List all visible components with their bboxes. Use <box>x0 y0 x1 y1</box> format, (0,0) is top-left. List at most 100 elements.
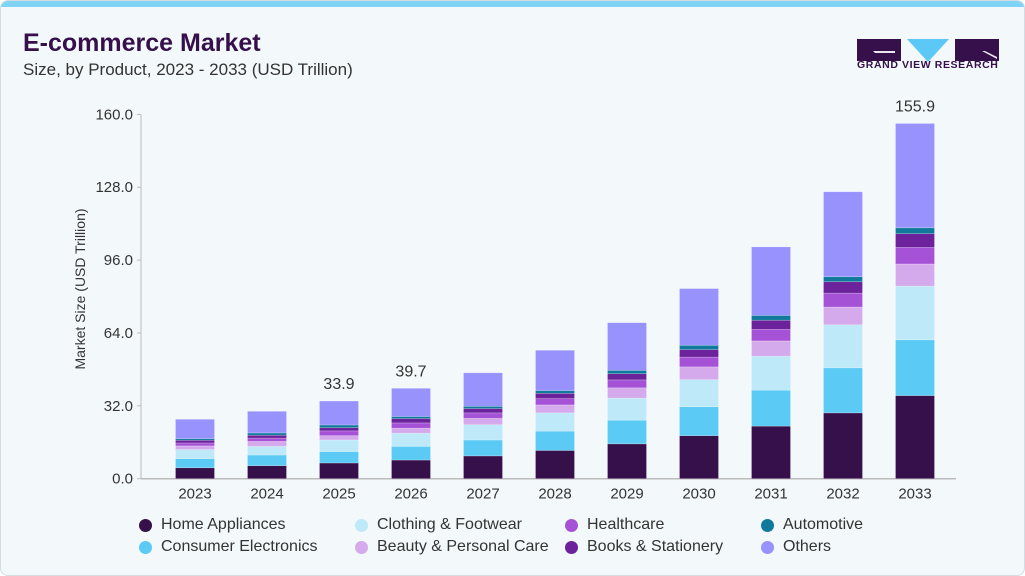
legend-swatch-icon <box>565 518 578 532</box>
bar-segment-books-stationery-2030 <box>679 349 719 358</box>
bar-segment-consumer-electronics-2026 <box>391 446 431 461</box>
bar-segment-home-appliances-2030 <box>679 435 719 480</box>
bar-segment-clothing-footwear-2028 <box>535 412 575 432</box>
bar-segment-healthcare-2025 <box>319 430 359 436</box>
bar-segment-consumer-electronics-2027 <box>463 439 503 457</box>
y-tick-label: 64.0 <box>104 325 133 342</box>
legend-item: Automotive <box>761 516 921 534</box>
bar-segment-beauty-personal-care-2026 <box>391 427 431 434</box>
bar-segment-books-stationery-2026 <box>391 418 431 424</box>
legend-item: Books & Stationery <box>565 538 761 556</box>
legend-swatch-icon <box>761 540 774 554</box>
bar-segment-consumer-electronics-2033 <box>895 339 935 396</box>
bar-segment-home-appliances-2027 <box>463 455 503 479</box>
bar-segment-healthcare-2027 <box>463 412 503 419</box>
bar-segment-home-appliances-2025 <box>319 462 359 480</box>
legend-item: Clothing & Footwear <box>355 516 565 534</box>
x-tick-label: 2031 <box>754 486 787 503</box>
bar-segment-automotive-2032 <box>823 276 863 283</box>
legend-swatch-icon <box>761 518 774 532</box>
y-tick-label: 96.0 <box>104 252 133 269</box>
legend-label: Home Appliances <box>161 516 286 533</box>
legend-label: Beauty & Personal Care <box>377 538 549 555</box>
bar-segment-clothing-footwear-2031 <box>751 355 791 391</box>
bar-segment-others-2033 <box>895 123 935 229</box>
x-tick-label: 2025 <box>322 486 355 503</box>
bar-segment-home-appliances-2029 <box>607 443 647 480</box>
x-tick-label: 2023 <box>178 486 211 503</box>
bar-segment-healthcare-2032 <box>823 292 863 308</box>
y-tick-label: 128.0 <box>95 179 133 196</box>
x-tick-label: 2032 <box>826 486 859 503</box>
bar-segment-clothing-footwear-2024 <box>247 446 287 456</box>
bar-segment-books-stationery-2033 <box>895 233 935 248</box>
logo-text: GRAND VIEW RESEARCH <box>857 59 999 71</box>
bar-segment-automotive-2026 <box>391 416 431 419</box>
bar-segment-home-appliances-2032 <box>823 412 863 480</box>
bar-segment-healthcare-2033 <box>895 247 935 265</box>
legend-swatch-icon <box>355 540 368 554</box>
legend-label: Others <box>783 538 832 555</box>
grand-view-research-logo <box>857 39 999 62</box>
bar-segment-consumer-electronics-2032 <box>823 367 863 414</box>
bar-segment-clothing-footwear-2033 <box>895 285 935 341</box>
bar-segment-healthcare-2029 <box>607 379 647 389</box>
bar-segment-books-stationery-2032 <box>823 281 863 294</box>
y-tick-label: 160.0 <box>95 106 133 123</box>
bar-segment-beauty-personal-care-2025 <box>319 435 359 441</box>
legend-label: Consumer Electronics <box>161 538 318 555</box>
bar-segment-automotive-2030 <box>679 344 719 350</box>
legend-item: Healthcare <box>565 516 761 534</box>
legend-swatch-icon <box>139 540 152 554</box>
bar-segment-home-appliances-2026 <box>391 459 431 479</box>
bar-segment-others-2026 <box>391 388 431 417</box>
bar-segment-clothing-footwear-2030 <box>679 379 719 408</box>
bar-segment-others-2029 <box>607 322 647 371</box>
bar-segment-clothing-footwear-2029 <box>607 397 647 421</box>
y-tick-label: 32.0 <box>104 398 133 415</box>
bar-segment-consumer-electronics-2024 <box>247 454 287 467</box>
bar-segment-beauty-personal-care-2028 <box>535 404 575 414</box>
chart-title: E-commerce Market <box>23 29 261 57</box>
x-tick-label: 2029 <box>610 486 643 503</box>
bar-segment-clothing-footwear-2032 <box>823 324 863 369</box>
bar-segment-beauty-personal-care-2024 <box>247 441 287 447</box>
legend-swatch-icon <box>355 518 368 532</box>
bar-segment-beauty-personal-care-2030 <box>679 366 719 380</box>
bar-segment-others-2027 <box>463 372 503 407</box>
bar-segment-beauty-personal-care-2032 <box>823 306 863 326</box>
bar-segment-beauty-personal-care-2033 <box>895 263 935 287</box>
bar-segment-others-2025 <box>319 400 359 426</box>
legend-item: Consumer Electronics <box>139 538 355 556</box>
legend-label: Clothing & Footwear <box>377 516 522 533</box>
bar-segment-others-2028 <box>535 349 575 391</box>
bar-segment-home-appliances-2031 <box>751 425 791 479</box>
bar-segment-clothing-footwear-2023 <box>175 449 215 459</box>
data-label-2033: 155.9 <box>895 98 935 115</box>
bar-segment-automotive-2029 <box>607 370 647 375</box>
legend-item: Home Appliances <box>139 516 355 534</box>
bar-segment-others-2030 <box>679 288 719 346</box>
bar-segment-books-stationery-2023 <box>175 439 215 444</box>
y-axis-label: Market Size (USD Trillion) <box>72 208 88 369</box>
bar-segment-books-stationery-2024 <box>247 434 287 439</box>
x-tick-label: 2033 <box>898 486 931 503</box>
x-tick-label: 2027 <box>466 486 499 503</box>
top-accent-stripe <box>1 1 1024 7</box>
bar-segment-automotive-2033 <box>895 227 935 234</box>
bar-segment-clothing-footwear-2026 <box>391 432 431 447</box>
bar-segment-automotive-2024 <box>247 432 287 436</box>
legend-item: Others <box>761 538 921 556</box>
bar-segment-books-stationery-2025 <box>319 427 359 432</box>
x-tick-label: 2024 <box>250 486 283 503</box>
bar-segment-automotive-2025 <box>319 424 359 428</box>
bar-segment-healthcare-2031 <box>751 329 791 342</box>
bar-segment-healthcare-2028 <box>535 398 575 406</box>
legend-label: Healthcare <box>587 516 665 533</box>
data-label-2026: 39.7 <box>395 363 426 380</box>
bar-segment-books-stationery-2027 <box>463 408 503 414</box>
bar-segment-others-2024 <box>247 411 287 434</box>
bar-segment-consumer-electronics-2028 <box>535 430 575 451</box>
